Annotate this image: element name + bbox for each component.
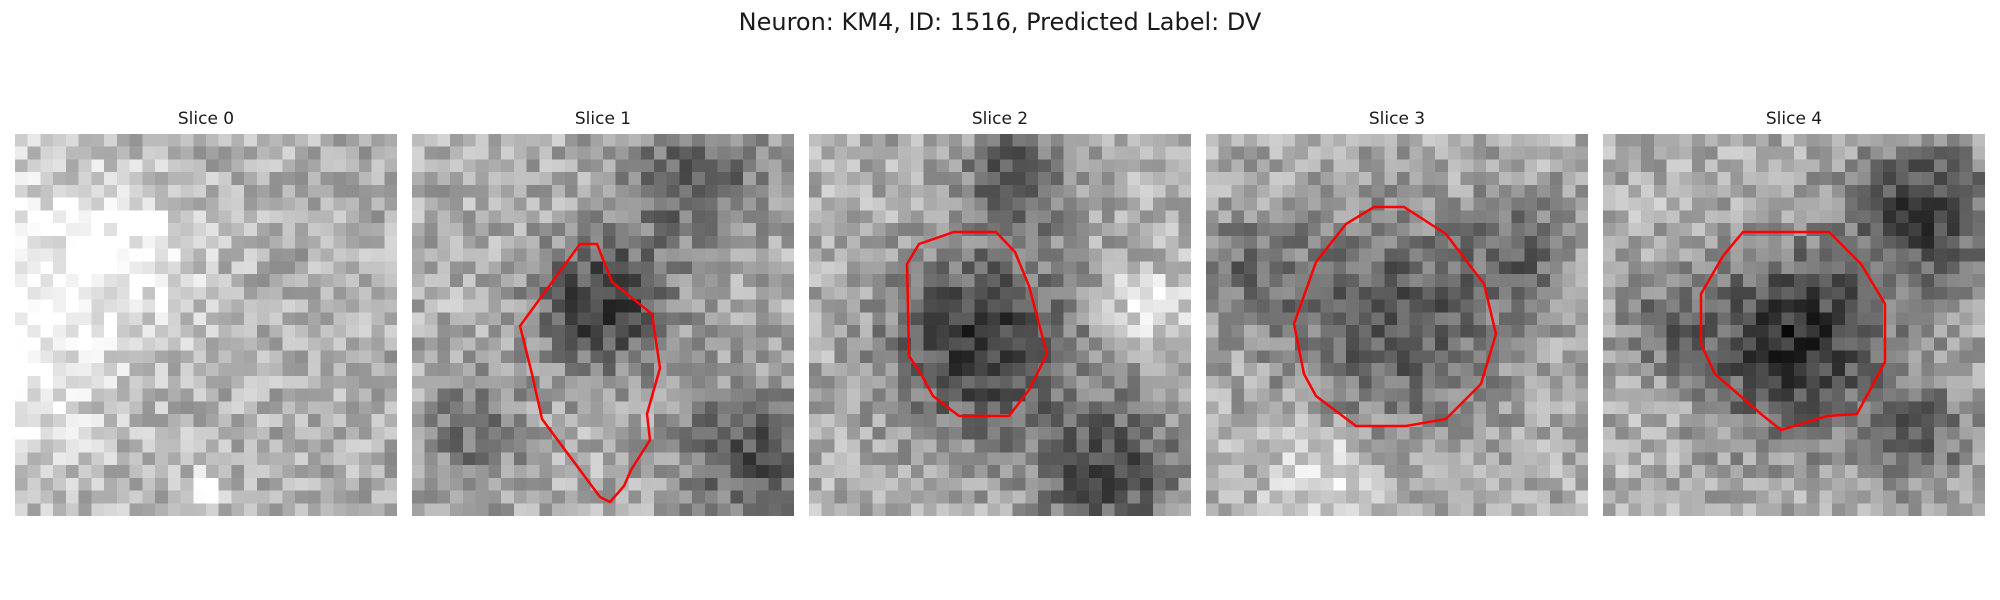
slice-panel-1: Slice 1 (412, 108, 794, 516)
roi-contour (518, 242, 662, 504)
slice-image (809, 134, 1191, 516)
slice-image (412, 134, 794, 516)
slice-image (1206, 134, 1588, 516)
slice-title: Slice 0 (177, 109, 235, 129)
slice-image (15, 134, 397, 516)
roi-contour (905, 230, 1049, 418)
slice-title: Slice 2 (971, 109, 1029, 129)
roi-contour (1699, 230, 1887, 432)
slice-panel-4: Slice 4 (1603, 108, 1985, 516)
slice-panel-0: Slice 0 (15, 108, 397, 516)
slice-image (1603, 134, 1985, 516)
figure-title: Neuron: KM4, ID: 1516, Predicted Label: … (738, 8, 1262, 36)
roi-contour (1292, 205, 1498, 428)
slice-title: Slice 1 (574, 109, 632, 129)
slice-title: Slice 3 (1368, 109, 1426, 129)
slice-panel-3: Slice 3 (1206, 108, 1588, 516)
slice-panel-2: Slice 2 (809, 108, 1191, 516)
slice-title: Slice 4 (1765, 109, 1823, 129)
